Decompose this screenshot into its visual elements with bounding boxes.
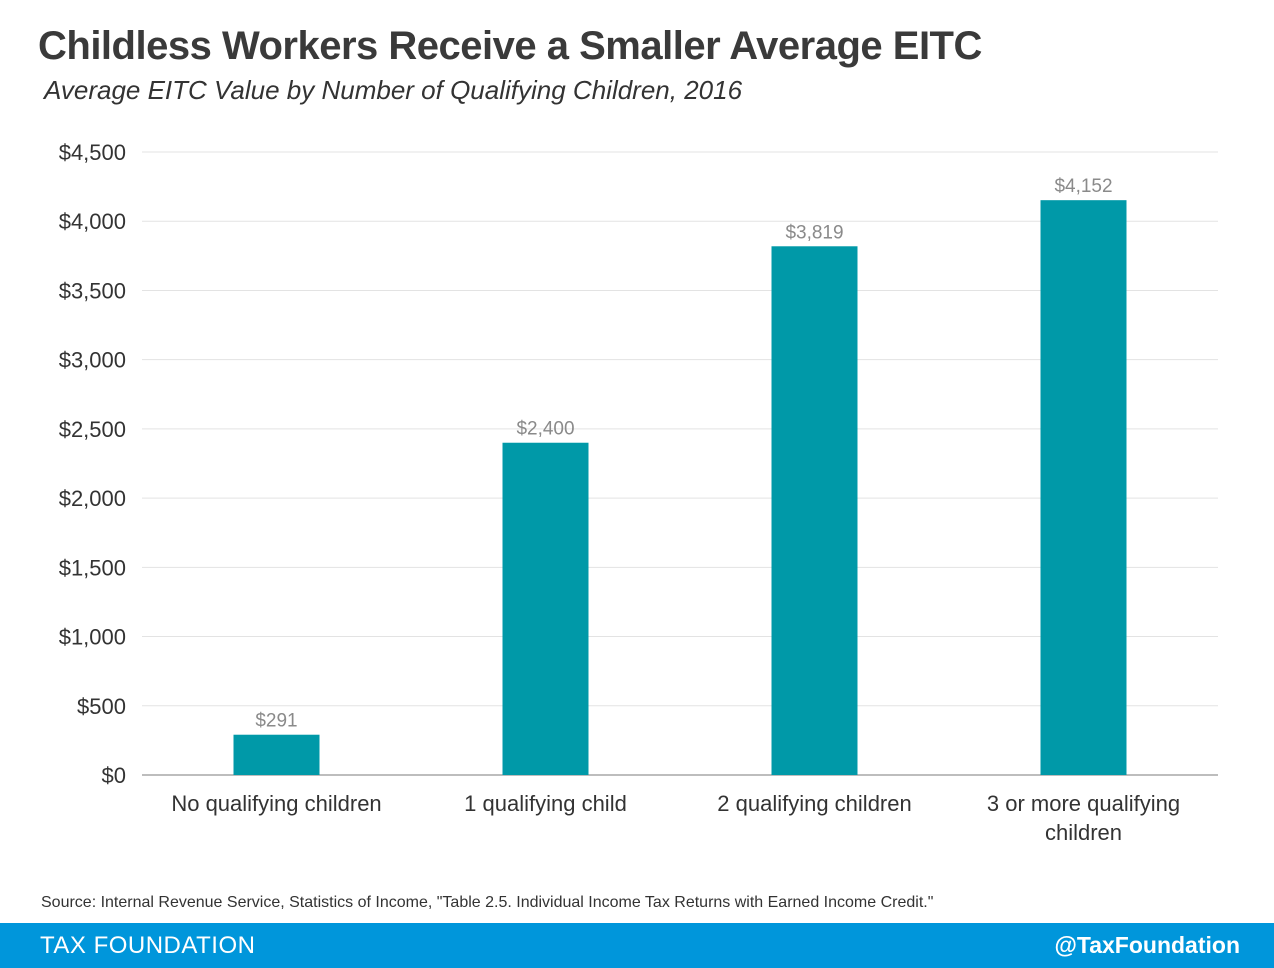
bar <box>771 246 858 776</box>
y-tick-label: $1,000 <box>59 625 126 650</box>
bar <box>502 442 589 775</box>
y-tick-label: $4,500 <box>59 140 126 165</box>
x-category-label: children <box>1045 820 1122 845</box>
x-category-label: No qualifying children <box>171 791 381 816</box>
y-tick-label: $500 <box>77 694 126 719</box>
source-note: Source: Internal Revenue Service, Statis… <box>41 894 934 911</box>
data-label: $2,400 <box>516 419 574 440</box>
footer-handle: @TaxFoundation <box>1054 932 1240 958</box>
footer-bar: TAX FOUNDATION @TaxFoundation <box>0 923 1274 968</box>
x-category-label: 2 qualifying children <box>717 791 911 816</box>
y-tick-label: $1,500 <box>59 555 126 580</box>
y-tick-label: $4,000 <box>59 209 126 234</box>
bar-chart: $0 $500 $1,000 $1,500 $2,000 $2,500 $3,000 $3,5… <box>59 140 1218 845</box>
y-tick-label: $2,500 <box>59 417 126 442</box>
y-tick-label: $3,500 <box>59 278 126 303</box>
data-label: $291 <box>255 711 297 732</box>
data-label: $4,152 <box>1054 176 1112 197</box>
y-tick-label: $0 <box>102 763 126 788</box>
x-category-label: 3 or more qualifying <box>987 791 1180 816</box>
footer-brand: TAX FOUNDATION <box>40 932 256 959</box>
chart-subtitle: Average EITC Value by Number of Qualifyi… <box>44 75 743 105</box>
bar <box>1040 200 1127 776</box>
x-category-label: 1 qualifying child <box>464 791 627 816</box>
bar <box>233 734 320 775</box>
chart-title: Childless Workers Receive a Smaller Aver… <box>38 24 982 68</box>
data-label: $3,819 <box>785 222 843 243</box>
y-tick-label: $3,000 <box>59 348 126 373</box>
y-tick-label: $2,000 <box>59 486 126 511</box>
